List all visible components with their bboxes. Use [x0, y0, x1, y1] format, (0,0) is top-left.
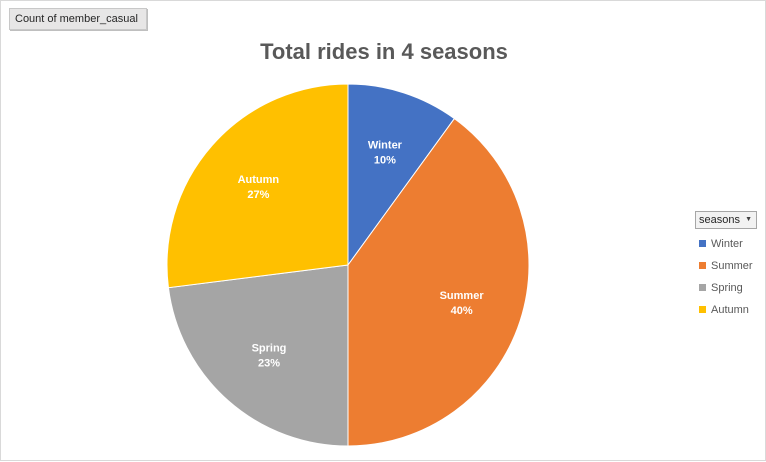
legend-label: Summer — [711, 260, 753, 272]
legend-item-spring[interactable]: Spring — [695, 277, 757, 299]
legend-item-summer[interactable]: Summer — [695, 255, 757, 277]
legend-item-autumn[interactable]: Autumn — [695, 299, 757, 321]
legend-label: Autumn — [711, 304, 749, 316]
legend-swatch — [699, 283, 706, 291]
slice-percent-label: 23% — [258, 358, 280, 370]
slice-category-label: Winter — [368, 139, 403, 151]
pie-labels: Winter 10% Summer 40% Spring 23% Autumn 27% — [238, 139, 485, 369]
legend-swatch — [699, 239, 706, 247]
legend: seasons ▼ Winter Summer Spring Autumn — [695, 211, 757, 321]
pie-slice-winter[interactable] — [347, 83, 456, 267]
slice-category-label: Spring — [252, 343, 287, 355]
slice-percent-label: 40% — [451, 305, 473, 317]
legend-label: Spring — [711, 282, 743, 294]
legend-swatch — [699, 305, 706, 313]
slice-category-label: Summer — [440, 290, 485, 302]
pie-slice-summer[interactable] — [347, 117, 530, 447]
pie-slice-spring[interactable] — [167, 264, 349, 447]
slice-percent-label: 10% — [374, 154, 396, 166]
chart-title: Total rides in 4 seasons — [260, 39, 508, 64]
legend-title: seasons — [699, 214, 740, 226]
value-field-button[interactable]: Count of member_casual — [9, 8, 147, 30]
slice-percent-label: 27% — [247, 189, 269, 201]
legend-label: Winter — [711, 238, 743, 250]
dropdown-arrow-icon[interactable]: ▼ — [745, 216, 752, 223]
pie-slices — [166, 83, 530, 447]
legend-item-winter[interactable]: Winter — [695, 233, 757, 255]
legend-list: Winter Summer Spring Autumn — [695, 229, 757, 321]
legend-filter-button[interactable]: seasons ▼ — [695, 211, 757, 229]
slice-category-label: Autumn — [238, 174, 280, 186]
pie-slice-autumn[interactable] — [166, 83, 349, 289]
legend-swatch — [699, 261, 706, 269]
